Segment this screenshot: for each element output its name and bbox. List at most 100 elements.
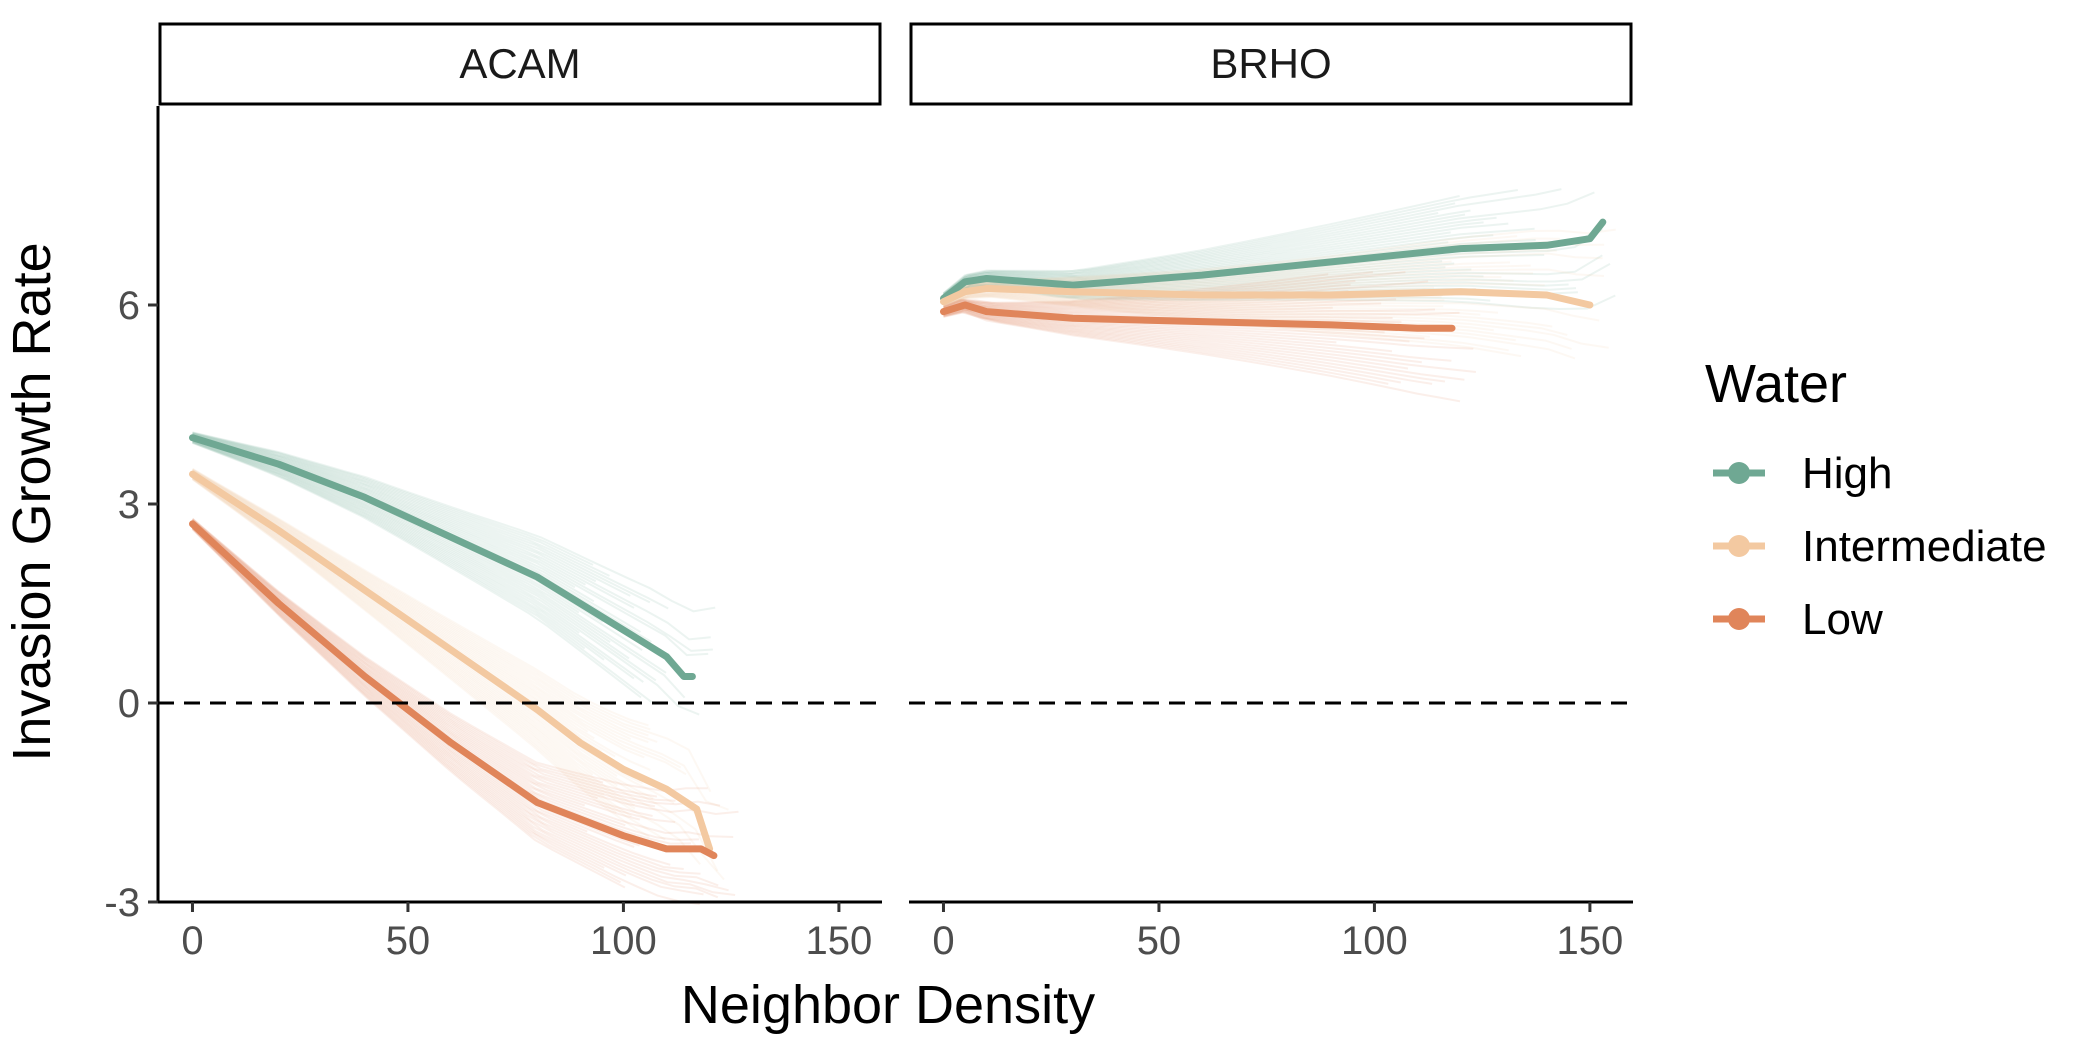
band-line-low	[191, 519, 739, 816]
y-tick-label: -3	[104, 881, 140, 925]
band-line-high	[942, 266, 1446, 301]
band-line-low	[943, 308, 1465, 381]
legend-label: High	[1802, 449, 1893, 498]
band-line-intermediate	[943, 291, 1553, 328]
band-line-low	[191, 526, 736, 896]
band-line-high	[192, 431, 716, 613]
band-line-low	[943, 308, 1409, 370]
series-line-acam-low	[189, 520, 718, 860]
legend-key-point	[1728, 462, 1750, 484]
band-line-intermediate	[191, 475, 618, 787]
band-line-high	[192, 442, 642, 699]
band-line-high	[192, 441, 586, 650]
x-axis-title: Neighbor Density	[681, 975, 1095, 1035]
band-line-low	[191, 527, 627, 877]
band-line-high	[192, 440, 635, 680]
band-line-intermediate	[191, 477, 633, 818]
band-line-intermediate	[191, 468, 651, 731]
band-line-high	[192, 439, 657, 682]
band-line-low	[191, 519, 721, 807]
band-line-high	[942, 191, 1595, 297]
band-line-intermediate	[191, 470, 687, 776]
band-line-high	[192, 438, 611, 644]
band-line-high	[192, 438, 686, 699]
legend-item-high: High	[1713, 449, 1893, 498]
band-line-low	[191, 520, 676, 824]
band-line-intermediate	[191, 469, 658, 743]
facet-strip-acam: ACAM	[158, 22, 882, 106]
band-line-intermediate	[191, 477, 605, 796]
band-line-low	[943, 309, 1446, 383]
band-line-high	[942, 268, 1472, 302]
band-line-low	[191, 520, 598, 800]
band-line-low	[943, 307, 1337, 344]
band-line-high	[192, 432, 651, 604]
x-tick-label: 0	[181, 919, 203, 963]
band-line-high	[942, 231, 1451, 298]
band-line-high	[942, 222, 1509, 298]
band-line-intermediate	[191, 478, 618, 814]
band-line-low	[943, 298, 1397, 312]
band-line-high	[942, 216, 1497, 297]
legend: Water High Intermediate Low	[1705, 354, 2047, 644]
axes: 0 50 100 150 0 50 100 150 -3 0 3 6	[104, 106, 1633, 963]
band-line-intermediate	[191, 476, 636, 810]
band-line-low	[943, 310, 1461, 403]
y-axis-title: Invasion Growth Rate	[2, 242, 62, 761]
series-line-acam-high	[189, 434, 696, 680]
band-line-intermediate	[943, 293, 1572, 350]
band-line-low	[191, 525, 719, 887]
band-line-high	[192, 432, 669, 610]
band-line-low	[191, 518, 658, 798]
band-line-intermediate	[191, 470, 682, 769]
x-tick-label: 100	[590, 919, 657, 963]
band-line-intermediate	[943, 292, 1494, 332]
band-line-high	[192, 433, 597, 583]
band-line-high	[192, 439, 630, 660]
band-line-high	[192, 434, 713, 652]
band-line-low	[943, 306, 1474, 350]
band-line-intermediate	[191, 477, 666, 841]
band-line-intermediate	[191, 476, 636, 807]
band-line-high	[192, 434, 709, 657]
band-line-low	[191, 528, 622, 884]
legend-item-low: Low	[1713, 595, 1883, 644]
band-line-low	[191, 520, 653, 817]
y-tick-label: 3	[118, 483, 140, 527]
band-line-high	[942, 202, 1456, 295]
band-line-intermediate	[191, 468, 649, 737]
band-line-high	[942, 189, 1518, 295]
x-tick-label: 150	[1557, 919, 1624, 963]
band-line-high	[192, 441, 605, 661]
band-line-high	[192, 433, 711, 641]
facet-strips: ACAM BRHO	[158, 22, 1633, 106]
series-line-acam-intermediate	[189, 470, 714, 853]
legend-key-point	[1728, 535, 1750, 557]
band-line-intermediate	[191, 476, 701, 865]
band-line-intermediate	[191, 469, 649, 744]
band-line-low	[943, 307, 1393, 353]
band-line-intermediate	[943, 228, 1616, 298]
band-line-high	[942, 188, 1562, 295]
band-line-intermediate	[943, 292, 1609, 349]
band-line-high	[942, 221, 1484, 297]
band-line-intermediate	[191, 475, 725, 881]
band-line-high	[942, 195, 1460, 294]
band-line-high	[192, 431, 594, 566]
facet-strip-brho: BRHO	[909, 22, 1633, 106]
band-line-low	[943, 307, 1452, 362]
x-tick-label: 100	[1341, 919, 1408, 963]
band-line-low	[943, 280, 1429, 309]
y-tick-label: 6	[118, 284, 140, 328]
band-line-high	[942, 209, 1471, 296]
band-line-low	[191, 527, 700, 906]
band-line-high	[942, 212, 1439, 296]
band-line-high	[943, 286, 1616, 311]
band-line-low	[191, 518, 676, 802]
band-line-low	[943, 311, 1389, 385]
legend-item-intermediate: Intermediate	[1713, 522, 2047, 571]
series-line-brho-intermediate	[940, 284, 1594, 309]
band-line-high	[192, 433, 635, 609]
